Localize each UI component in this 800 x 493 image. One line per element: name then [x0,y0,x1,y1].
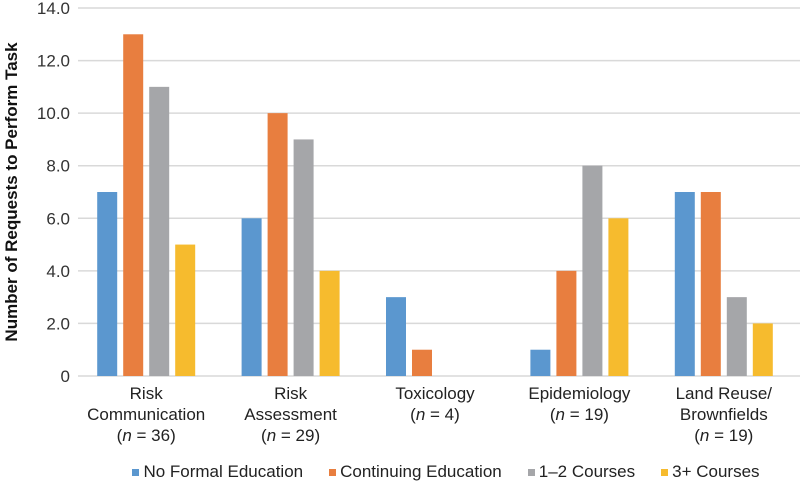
category-label: Epidemiology [528,384,631,403]
bar-no-formal-education [241,218,262,376]
bar-1-2-courses [293,139,314,376]
y-axis-ticks: 0 2.0 4.0 6.0 8.0 10.0 12.0 14.0 [37,0,70,386]
bar-3-courses [319,270,340,376]
category-label: (n = 36) [117,426,176,445]
bars [97,34,773,377]
legend-swatch [132,468,140,476]
category-label: Assessment [244,405,337,424]
gridlines [78,7,800,377]
category-label: Toxicology [395,384,475,403]
y-tick-label: 6.0 [46,209,70,228]
bar-3-courses [175,244,196,376]
legend-swatch [661,468,669,476]
legend-item: 1–2 Courses [527,462,636,482]
y-tick-label: 10.0 [37,104,70,123]
y-axis-label: Number of Requests to Perform Task [2,42,21,342]
bar-continuing-education [267,113,288,377]
legend-label: Continuing Education [340,462,502,481]
legend-item: Continuing Education [329,462,502,482]
category-label: Communication [87,405,205,424]
legend: No Formal Education Continuing Education 1… [0,462,800,482]
category-label: (n = 4) [410,405,460,424]
bar-3-courses [752,323,773,376]
legend-label: No Formal Education [143,462,304,481]
y-tick-label: 12.0 [37,52,70,71]
bar-1-2-courses [726,297,747,376]
legend-label: 1–2 Courses [538,462,636,481]
category-label: Risk [274,384,308,403]
x-axis-categories: Risk Communication (n = 36) Risk Assessment (… [87,384,772,445]
bar-no-formal-education [674,192,695,376]
bar-continuing-education [700,192,721,376]
y-tick-label: 2.0 [46,314,70,333]
bar-1-2-courses [149,86,170,376]
category-label: Risk [130,384,164,403]
legend-label: 3+ Courses [672,462,760,481]
category-label: Land Reuse/ [676,384,773,403]
bar-no-formal-education [386,297,406,376]
category-label: (n = 29) [261,426,320,445]
category-label: (n = 19) [694,426,753,445]
y-tick-label: 14.0 [37,0,70,18]
legend-item: No Formal Education [132,462,303,482]
bar-continuing-education [556,270,577,376]
y-tick-label: 4.0 [46,262,70,281]
y-tick-label: 0 [61,367,70,386]
bar-1-2-courses [582,165,603,376]
legend-swatch [527,468,535,476]
y-tick-label: 8.0 [46,157,70,176]
bar-3-courses [608,218,629,376]
category-label: Brownfields [680,405,768,424]
bar-no-formal-education [97,192,118,376]
legend-swatch [329,468,337,476]
bar-no-formal-education [530,349,551,376]
bar-chart: 0 2.0 4.0 6.0 8.0 10.0 12.0 14.0 Risk Communicat… [2,0,800,445]
bar-continuing-education [123,34,144,377]
category-label: (n = 19) [550,405,609,424]
legend-item: 3+ Courses [661,462,760,482]
bar-continuing-education [412,349,432,376]
